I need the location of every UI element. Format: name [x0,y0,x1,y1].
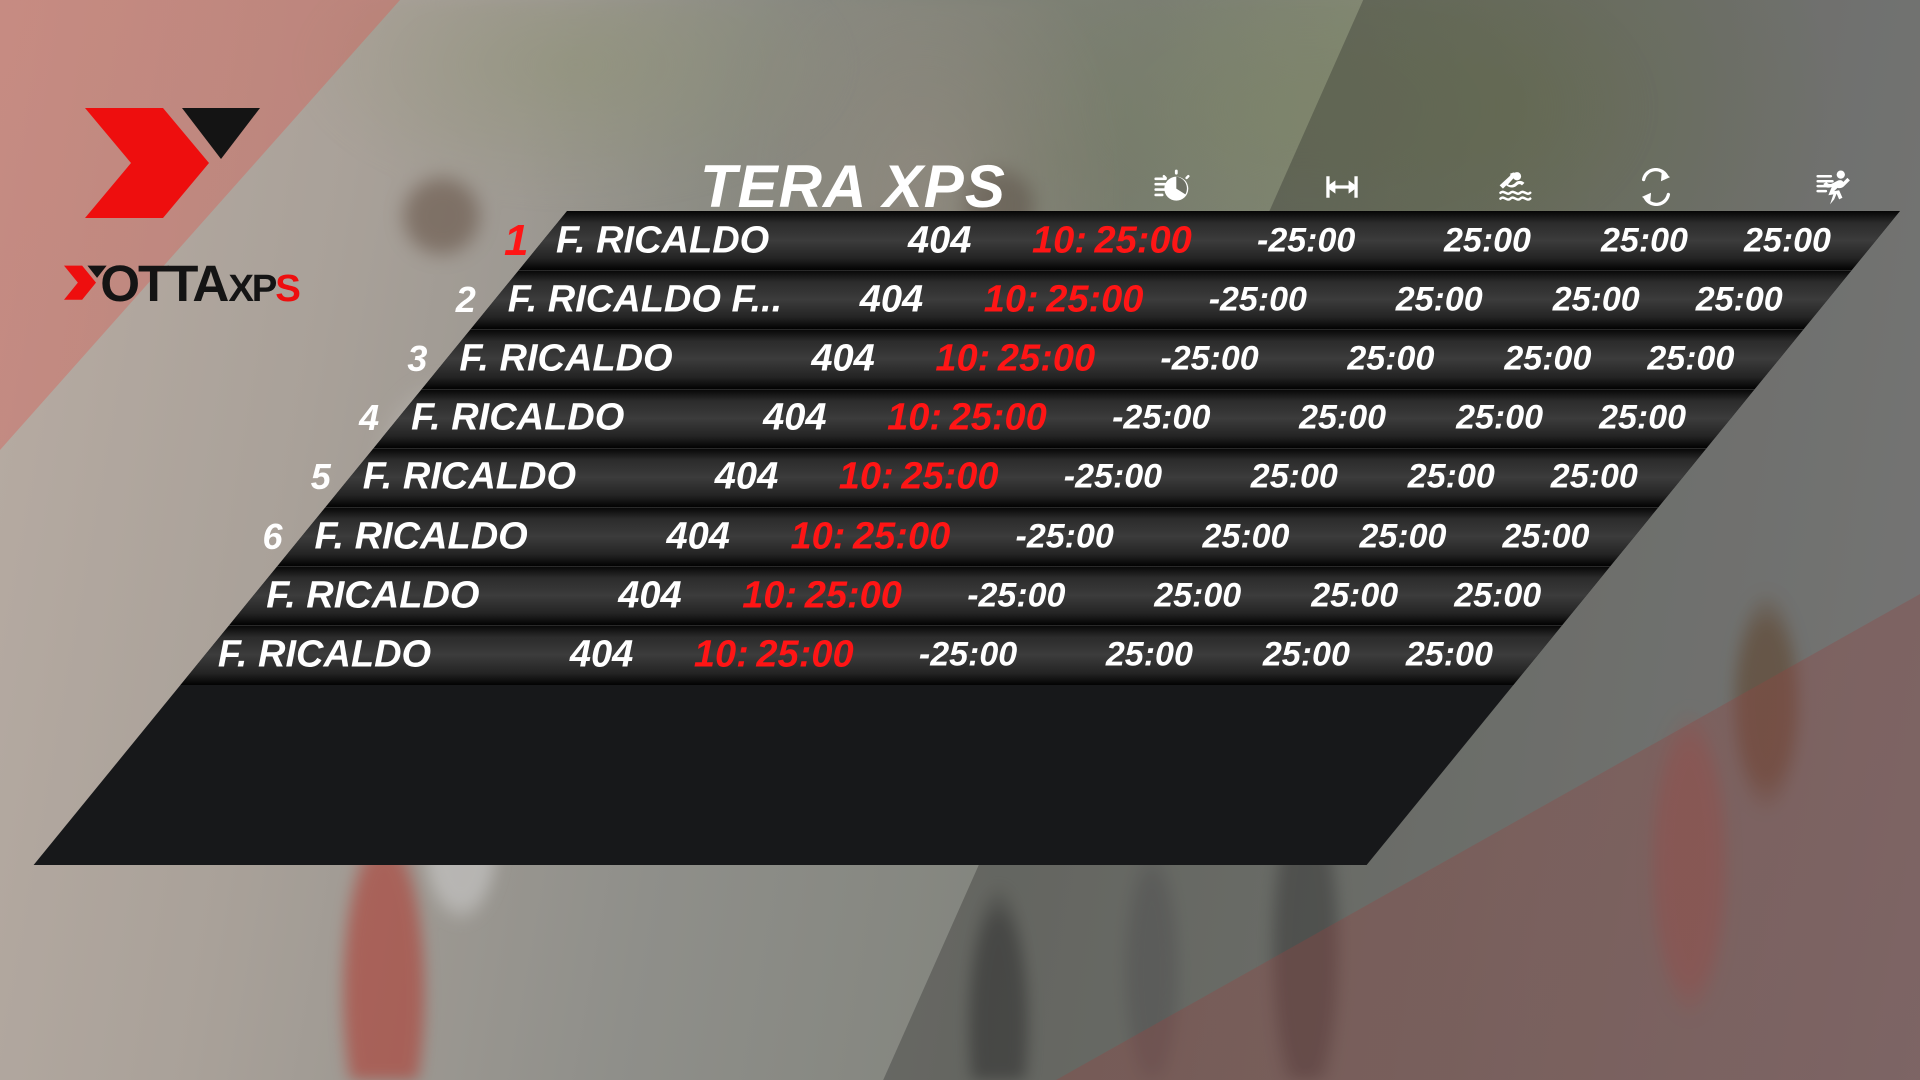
svg-text:OTTAXPS: OTTAXPS [100,255,300,304]
